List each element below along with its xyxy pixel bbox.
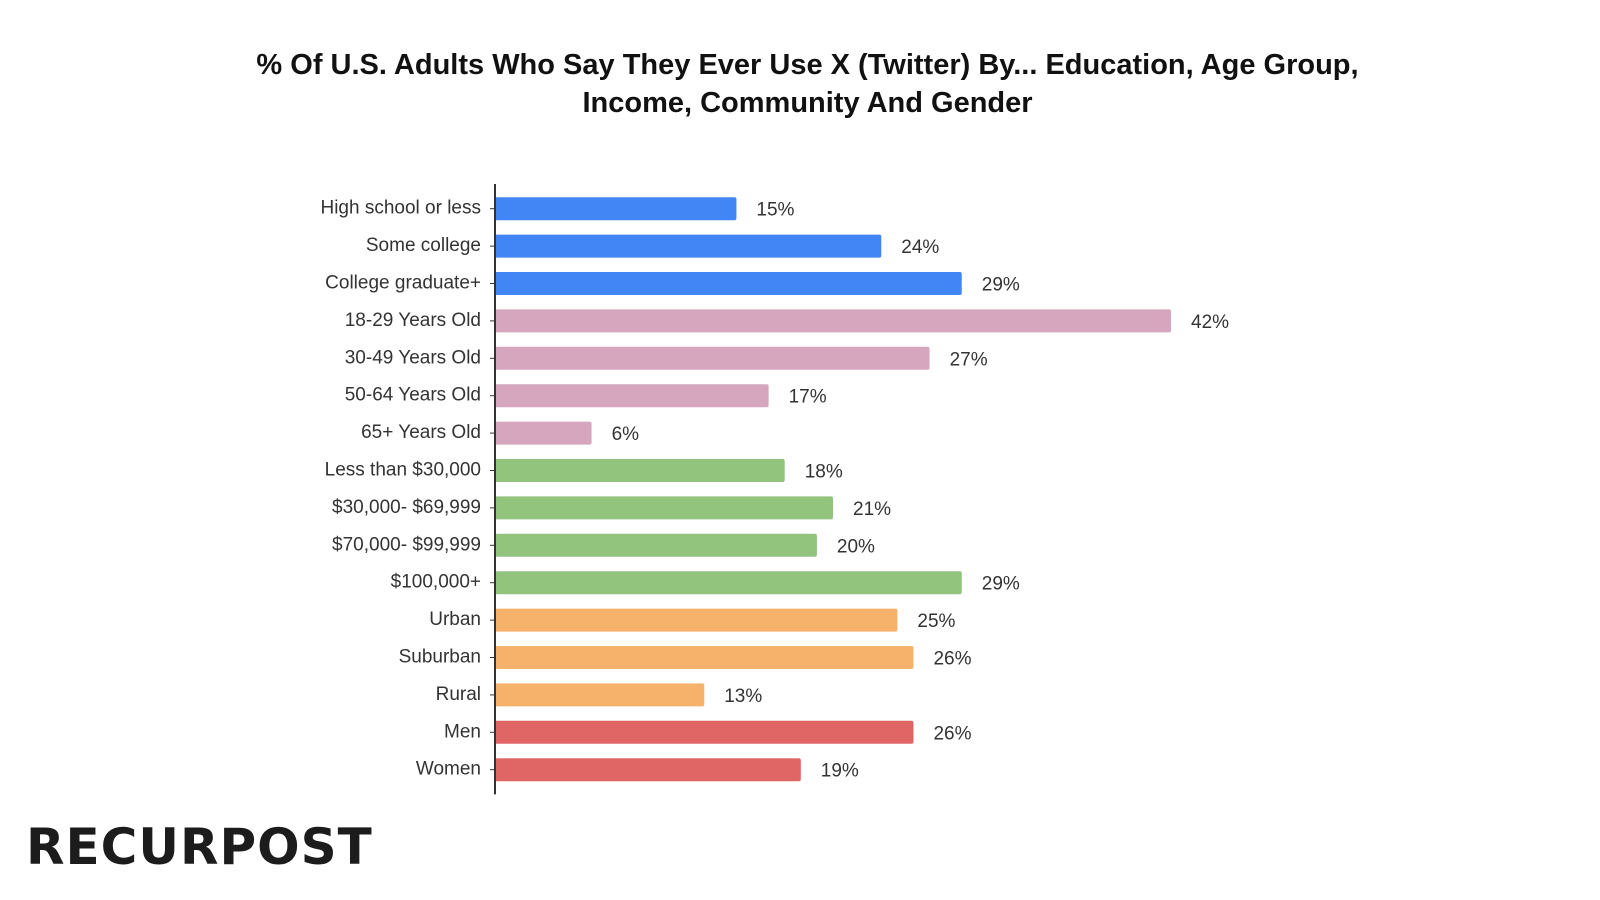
data-label: 6% — [612, 424, 640, 445]
data-label: 18% — [805, 462, 843, 483]
bar — [495, 234, 882, 258]
y-tick-label: 30-49 Years Old — [345, 347, 481, 368]
y-tick-label: $30,000- $69,999 — [332, 497, 481, 518]
bar — [495, 496, 833, 520]
y-tick-label: Some college — [366, 235, 481, 256]
data-label: 27% — [950, 349, 988, 370]
bar — [495, 197, 737, 221]
data-label: 20% — [837, 536, 875, 557]
y-tick-label: Women — [416, 759, 481, 780]
bar — [495, 272, 962, 295]
data-label: 19% — [821, 761, 859, 782]
data-label: 26% — [933, 649, 971, 670]
y-tick-label: Suburban — [399, 647, 481, 668]
y-tick-label: Rural — [436, 684, 481, 705]
data-label: 21% — [853, 499, 891, 520]
data-label: 29% — [982, 574, 1020, 595]
logo: RECURPOST — [26, 818, 373, 876]
data-label: 25% — [917, 611, 955, 632]
bar — [495, 346, 930, 370]
y-tick-label: College graduate+ — [325, 273, 481, 294]
y-tick-label: 50-64 Years Old — [345, 385, 481, 406]
bar — [495, 758, 801, 782]
y-tick-label: Men — [444, 721, 481, 742]
y-tick-label: 65+ Years Old — [361, 422, 481, 443]
y-tick-label: $100,000+ — [391, 572, 481, 593]
bar — [495, 384, 769, 408]
y-tick-label: 18-29 Years Old — [345, 310, 481, 331]
y-tick-label: Less than $30,000 — [325, 460, 481, 481]
y-tick-label: High school or less — [320, 198, 481, 219]
data-label: 13% — [724, 686, 762, 707]
data-label: 26% — [933, 723, 971, 744]
bar — [495, 571, 962, 595]
bar — [495, 608, 898, 632]
bar — [495, 720, 914, 744]
bar — [495, 683, 705, 707]
bar — [495, 646, 914, 669]
data-label: 15% — [756, 200, 794, 221]
chart: High school or less 15% Some college 24% Col… — [320, 184, 1229, 795]
chart-title: % Of U.S. Adults Who Say They Ever Use X… — [256, 49, 1359, 119]
bar — [495, 421, 592, 445]
data-label: 42% — [1191, 312, 1229, 333]
bar — [495, 533, 817, 557]
data-label: 24% — [901, 237, 939, 258]
data-label: 17% — [789, 387, 827, 408]
bar — [495, 309, 1171, 333]
y-tick-label: Urban — [429, 609, 481, 630]
data-label: 29% — [982, 275, 1020, 296]
bar — [495, 459, 785, 482]
y-tick-label: $70,000- $99,999 — [332, 534, 481, 555]
